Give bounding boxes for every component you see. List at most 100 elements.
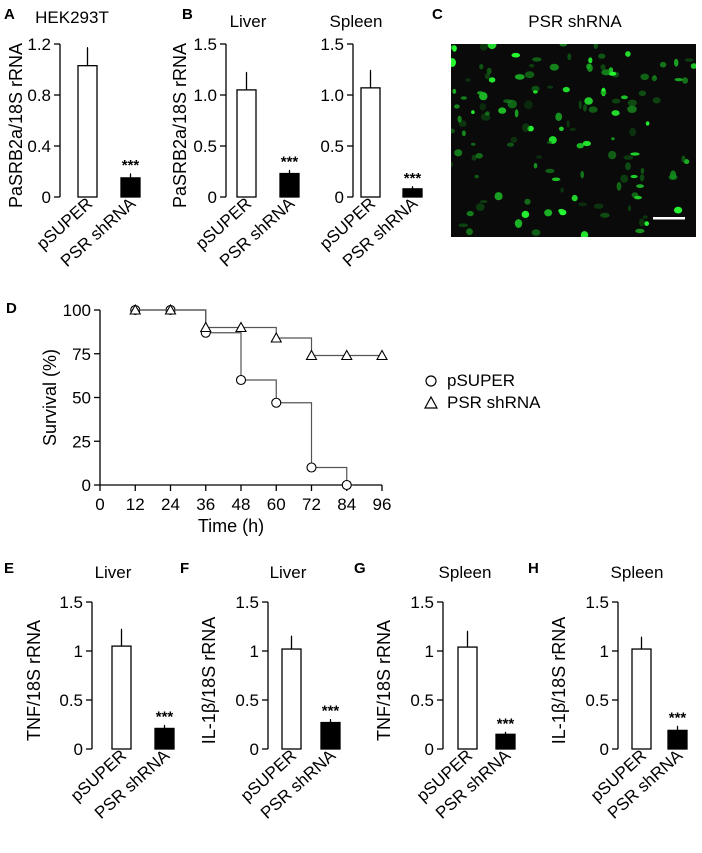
fluorescent-cell	[451, 58, 456, 67]
x-tick-label: 0	[95, 495, 104, 514]
fluorescent-cell	[470, 142, 476, 146]
fluorescent-cell	[461, 130, 466, 137]
x-tick-label: 12	[126, 495, 145, 514]
bar-psuper	[631, 648, 652, 750]
survival-chart: 0 25 50 75 100 0 12 24 36 48 60 72 84 96 Time (h) Survi…	[40, 301, 391, 536]
fluorescent-cell	[457, 115, 462, 123]
fluorescent-cell	[576, 143, 584, 149]
fluorescent-cell	[634, 195, 642, 200]
fluorescent-cell	[580, 231, 589, 237]
panel-f-title: Liver	[269, 563, 307, 582]
x-tick-label: 96	[373, 495, 392, 514]
fluorescent-cell	[471, 154, 477, 161]
fluorescent-cell	[524, 71, 535, 79]
fluorescent-cell	[598, 53, 606, 59]
bar-psr-shrna	[279, 172, 300, 198]
fluorescent-cell	[488, 77, 496, 83]
legend-item-psuper: pSUPER	[423, 370, 541, 392]
data-point-psr-shrna	[199, 321, 212, 333]
x-tick-label: 84	[337, 495, 356, 514]
fluorescent-cells	[451, 44, 696, 237]
fluorescent-cell	[536, 155, 543, 159]
fluorescent-cell	[593, 203, 604, 209]
y-axis-label: PaSRB2a/18S rRNA	[6, 43, 26, 208]
fluorescent-cell	[674, 58, 679, 67]
fluorescent-cell	[546, 140, 553, 144]
data-point-psr-shrna	[164, 303, 177, 315]
fluorescent-cell	[533, 162, 538, 169]
fluorescent-cell	[458, 223, 469, 228]
significance-marker: ***	[122, 157, 140, 174]
x-tick-label: 60	[267, 495, 286, 514]
x-axis-label: Time (h)	[198, 516, 264, 536]
panel-label-b: B	[182, 6, 193, 23]
x-tick-label: 72	[302, 495, 321, 514]
significance-marker: ***	[669, 709, 687, 726]
fluorescent-cell	[454, 104, 460, 109]
y-tick-label: 0.5	[193, 137, 217, 156]
fluorescent-cell	[588, 57, 593, 64]
fluorescent-cell	[620, 174, 628, 183]
fluorescent-cell	[477, 91, 484, 95]
fluorescent-cell	[635, 228, 645, 234]
data-point-psr-shrna	[305, 349, 318, 361]
y-tick-label: 50	[72, 389, 91, 408]
fluorescent-cell	[644, 221, 649, 227]
y-axis-label: TNF/18S rRNA	[374, 620, 394, 741]
scale-bar	[653, 217, 685, 220]
fluorescent-cell	[466, 228, 473, 236]
y-tick-label: 1	[600, 642, 609, 661]
fluorescent-cell	[674, 78, 683, 82]
fluorescent-cell	[608, 150, 617, 160]
bar-psuper	[360, 87, 381, 198]
fluorescent-cell	[629, 127, 637, 137]
y-tick-label: 0	[600, 740, 609, 759]
y-tick-label: 0	[425, 740, 434, 759]
fluorescent-cell	[627, 205, 632, 212]
significance-marker: ***	[497, 715, 515, 732]
fluorescent-cell	[620, 95, 628, 100]
data-point-psuper	[306, 462, 317, 473]
fluorescent-cell	[636, 184, 644, 189]
y-tick-label: 75	[72, 345, 91, 364]
panel-label-g: G	[354, 560, 366, 577]
panel-label-f: F	[180, 560, 190, 577]
bar-psuper	[457, 646, 478, 750]
y-tick-label: 0.5	[585, 691, 609, 710]
y-axis-label: IL-1β/18S rRNA	[199, 617, 219, 744]
fluorescent-cell	[584, 97, 593, 105]
fluorescent-cell	[494, 192, 503, 201]
fluorescent-cell	[611, 98, 621, 104]
fluorescent-cell	[533, 90, 538, 94]
legend-item-psr-shrna: PSR shRNA	[423, 392, 541, 414]
fluorescent-cell	[521, 210, 530, 218]
fluorescent-cell	[514, 219, 523, 228]
fluorescent-cell	[551, 177, 561, 182]
fluorescent-cell	[479, 64, 484, 70]
data-point-psr-shrna	[340, 349, 353, 361]
fluorescent-cell	[639, 218, 645, 227]
fluorescent-cell	[485, 111, 490, 116]
y-tick-label: 100	[63, 301, 91, 320]
panel-label-e: E	[4, 560, 15, 577]
fluorescent-cell	[479, 44, 488, 51]
fluorescent-cell	[640, 167, 645, 174]
fluorescent-cell	[640, 73, 649, 80]
significance-marker: ***	[156, 708, 174, 725]
x-tick-label: 48	[232, 495, 251, 514]
bar-psr-shrna	[667, 729, 688, 750]
fluorescent-cell	[645, 121, 650, 126]
fluorescent-cell	[588, 106, 598, 113]
y-axis-label: IL-1β/18S rRNA	[549, 617, 569, 744]
bar-psr-shrna	[495, 733, 516, 750]
fluorescent-cell	[452, 88, 457, 94]
fluorescent-cell	[623, 155, 634, 160]
fluorescent-cell	[507, 142, 514, 147]
survival-legend: pSUPER PSR shRNA	[423, 370, 541, 414]
fluorescent-cell	[524, 198, 531, 205]
fluorescent-cell	[668, 174, 678, 180]
fluorescent-cell	[529, 63, 535, 68]
y-tick-label: 0	[42, 188, 51, 207]
